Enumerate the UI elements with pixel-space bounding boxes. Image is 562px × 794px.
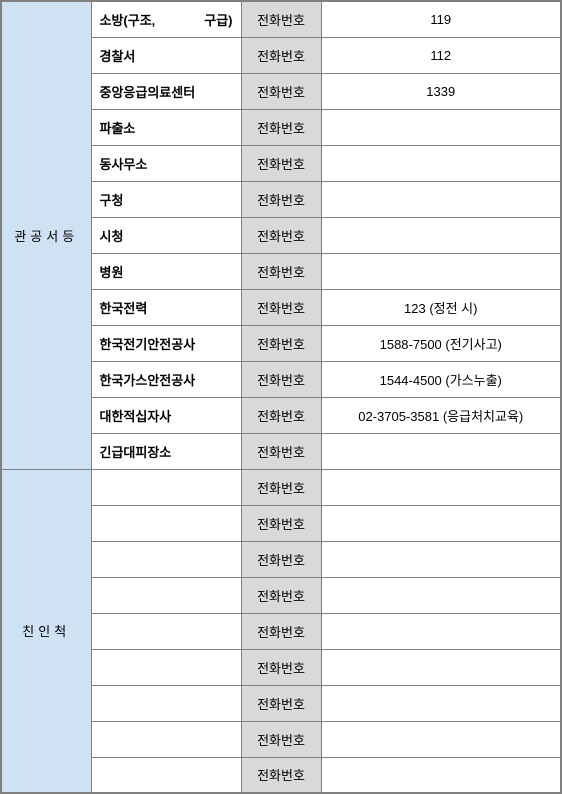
phone-value-cell (321, 181, 561, 217)
phone-label-cell: 전화번호 (241, 253, 321, 289)
name-cell: 한국전기안전공사 (91, 325, 241, 361)
name-cell: 한국가스안전공사 (91, 361, 241, 397)
phone-value-cell (321, 577, 561, 613)
name-cell (91, 649, 241, 685)
phone-label-cell: 전화번호 (241, 217, 321, 253)
name-cell (91, 757, 241, 793)
phone-value-cell: 112 (321, 37, 561, 73)
phone-label-cell: 전화번호 (241, 433, 321, 469)
name-cell (91, 721, 241, 757)
phone-label-cell: 전화번호 (241, 541, 321, 577)
phone-label-cell: 전화번호 (241, 109, 321, 145)
phone-value-cell (321, 613, 561, 649)
name-cell: 긴급대피장소 (91, 433, 241, 469)
phone-label-cell: 전화번호 (241, 505, 321, 541)
phone-value-cell (321, 649, 561, 685)
phone-value-cell: 123 (정전 시) (321, 289, 561, 325)
name-cell: 시청 (91, 217, 241, 253)
phone-label-cell: 전화번호 (241, 613, 321, 649)
phone-value-cell (321, 505, 561, 541)
phone-label-cell: 전화번호 (241, 649, 321, 685)
name-cell: 병원 (91, 253, 241, 289)
name-cell (91, 469, 241, 505)
phone-value-cell: 1339 (321, 73, 561, 109)
category-cell: 관공서등 (1, 1, 91, 469)
phone-label-cell: 전화번호 (241, 325, 321, 361)
phone-value-cell (321, 469, 561, 505)
phone-label-cell: 전화번호 (241, 145, 321, 181)
phone-value-cell (321, 685, 561, 721)
phone-value-cell (321, 217, 561, 253)
name-cell (91, 541, 241, 577)
phone-label-cell: 전화번호 (241, 1, 321, 37)
name-cell (91, 505, 241, 541)
table-row: 친인척전화번호 (1, 469, 561, 505)
phone-label-cell: 전화번호 (241, 289, 321, 325)
phone-value-cell (321, 145, 561, 181)
phone-label-cell: 전화번호 (241, 361, 321, 397)
name-cell (91, 685, 241, 721)
phone-value-cell (321, 541, 561, 577)
name-cell: 대한적십자사 (91, 397, 241, 433)
phone-label-cell: 전화번호 (241, 37, 321, 73)
phone-label-cell: 전화번호 (241, 721, 321, 757)
phone-label-cell: 전화번호 (241, 757, 321, 793)
name-cell: 경찰서 (91, 37, 241, 73)
phone-value-cell (321, 721, 561, 757)
phone-label-cell: 전화번호 (241, 685, 321, 721)
phone-value-cell: 02-3705-3581 (응급처치교육) (321, 397, 561, 433)
name-cell: 소방(구조, 구급) (91, 1, 241, 37)
name-cell: 한국전력 (91, 289, 241, 325)
name-cell: 동사무소 (91, 145, 241, 181)
phone-value-cell (321, 253, 561, 289)
phone-value-cell: 119 (321, 1, 561, 37)
contacts-table: 관공서등소방(구조, 구급)전화번호119경찰서전화번호112중앙응급의료센터전… (0, 0, 562, 794)
table-row: 관공서등소방(구조, 구급)전화번호119 (1, 1, 561, 37)
name-cell: 파출소 (91, 109, 241, 145)
category-cell: 친인척 (1, 469, 91, 793)
name-cell (91, 577, 241, 613)
phone-label-cell: 전화번호 (241, 469, 321, 505)
phone-label-cell: 전화번호 (241, 181, 321, 217)
phone-value-cell: 1588-7500 (전기사고) (321, 325, 561, 361)
phone-value-cell (321, 109, 561, 145)
phone-label-cell: 전화번호 (241, 73, 321, 109)
name-cell: 구청 (91, 181, 241, 217)
phone-value-cell: 1544-4500 (가스누출) (321, 361, 561, 397)
name-cell (91, 613, 241, 649)
phone-value-cell (321, 433, 561, 469)
phone-label-cell: 전화번호 (241, 577, 321, 613)
phone-value-cell (321, 757, 561, 793)
phone-label-cell: 전화번호 (241, 397, 321, 433)
name-cell: 중앙응급의료센터 (91, 73, 241, 109)
